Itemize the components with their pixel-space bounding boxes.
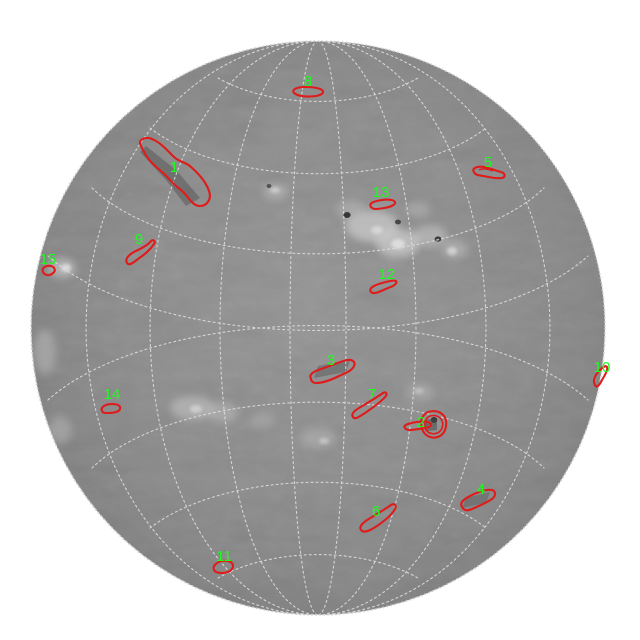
filament-contour-2-inner — [424, 414, 444, 435]
filament-label-6: 6 — [372, 503, 380, 520]
filament-label-2: 2 — [417, 414, 425, 431]
filament-contour-6[interactable] — [359, 503, 397, 533]
filament-label-10: 10 — [594, 359, 611, 376]
filament-contour-9[interactable] — [125, 239, 156, 266]
filament-contour-12[interactable] — [369, 279, 398, 295]
filament-contour-5[interactable] — [472, 165, 506, 180]
filament-contour-14[interactable] — [100, 402, 122, 415]
plage-bright-cores — [61, 187, 457, 444]
filament-contour-4[interactable] — [460, 488, 497, 512]
filament-contour-7[interactable] — [351, 391, 388, 420]
filament-label-4: 4 — [477, 481, 485, 498]
filament-label-3: 3 — [327, 352, 335, 369]
filament-contour-8[interactable] — [292, 85, 325, 98]
filament-contour-7b[interactable] — [403, 420, 433, 432]
filament-contour-11[interactable] — [212, 559, 235, 575]
filament-label-1: 1 — [170, 159, 178, 176]
granulation-texture — [31, 41, 605, 615]
filament-contour-13[interactable] — [369, 198, 397, 211]
filament-label-7: 7 — [368, 386, 376, 403]
filament-label-8: 8 — [304, 73, 312, 90]
heliographic-grid — [31, 41, 605, 615]
disk-content — [31, 41, 605, 615]
filament-contour-1[interactable] — [138, 136, 211, 208]
filament-label-5: 5 — [484, 154, 492, 171]
filament-contour-3[interactable] — [309, 358, 356, 385]
filament-contour-10[interactable] — [592, 365, 609, 388]
filament-label-12: 12 — [379, 266, 396, 283]
filament-label-9: 9 — [135, 231, 143, 248]
filament-label-13: 13 — [373, 184, 390, 201]
filament-contours — [41, 85, 609, 575]
filament-contour-5b — [478, 168, 494, 172]
filament-contour-15[interactable] — [41, 264, 56, 277]
filament-label-11: 11 — [216, 548, 232, 565]
solar-limb — [30, 40, 606, 616]
filament-label-15: 15 — [40, 251, 57, 268]
filament-label-14: 14 — [104, 386, 121, 403]
filament-labels: 1 2 3 4 5 6 7 8 9 10 11 12 13 14 15 — [40, 73, 611, 565]
